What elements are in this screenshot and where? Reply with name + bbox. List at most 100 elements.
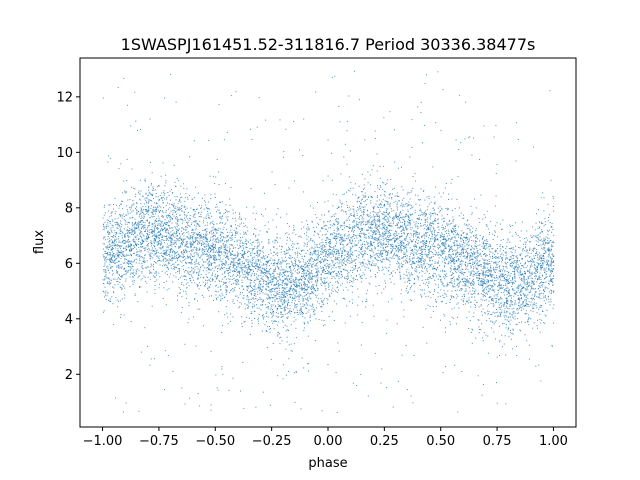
data-point — [244, 274, 246, 276]
data-point — [224, 223, 226, 225]
data-point — [171, 235, 172, 237]
data-point — [523, 282, 525, 284]
data-point — [262, 299, 264, 301]
data-point — [103, 310, 105, 312]
data-point — [237, 266, 239, 268]
data-point — [108, 299, 109, 301]
data-point — [496, 294, 498, 295]
data-point — [462, 232, 464, 234]
data-point — [335, 273, 337, 275]
data-point — [483, 289, 485, 291]
data-point — [180, 255, 182, 257]
data-point — [535, 291, 537, 292]
data-point — [288, 344, 290, 346]
data-point — [282, 303, 284, 305]
data-point — [391, 251, 392, 253]
data-point — [173, 257, 175, 259]
data-point — [250, 279, 252, 281]
data-point — [166, 250, 168, 252]
data-point — [450, 295, 452, 297]
data-point — [214, 241, 216, 243]
data-point — [442, 192, 444, 194]
data-point — [158, 211, 160, 213]
data-point — [512, 279, 514, 281]
data-point — [346, 256, 348, 258]
data-point — [389, 234, 391, 236]
data-point — [512, 289, 514, 291]
data-point — [468, 297, 470, 299]
data-point — [307, 260, 308, 262]
data-point — [318, 247, 320, 249]
data-point — [151, 247, 153, 249]
data-point — [160, 221, 162, 223]
data-point — [286, 232, 288, 234]
data-point — [251, 311, 253, 313]
data-point — [333, 271, 334, 273]
data-point — [424, 253, 426, 255]
data-point — [351, 259, 353, 261]
data-point — [484, 216, 486, 218]
data-point — [259, 267, 261, 269]
data-point — [155, 196, 157, 198]
data-point — [279, 284, 281, 286]
data-point — [274, 320, 276, 322]
data-point — [110, 266, 112, 268]
data-point — [190, 218, 191, 220]
data-point — [236, 233, 238, 235]
data-point — [193, 220, 195, 222]
data-point — [277, 262, 279, 264]
data-point — [107, 230, 109, 232]
data-point — [396, 214, 398, 216]
data-point — [311, 289, 312, 290]
data-point — [126, 273, 127, 275]
data-point — [148, 234, 150, 236]
data-point — [242, 256, 244, 258]
data-point — [308, 295, 310, 297]
data-point — [332, 254, 334, 256]
data-point — [269, 280, 271, 282]
data-point — [171, 258, 173, 260]
data-point — [252, 303, 254, 305]
data-point — [161, 215, 163, 217]
data-point — [330, 251, 332, 253]
data-point — [389, 193, 391, 194]
data-point — [508, 294, 510, 296]
data-point — [429, 223, 431, 225]
data-point — [544, 314, 546, 316]
data-point — [270, 274, 272, 275]
data-point — [273, 328, 275, 330]
data-point — [387, 218, 389, 220]
data-point — [540, 258, 542, 260]
data-point — [448, 254, 450, 256]
data-point — [454, 266, 456, 268]
data-point — [357, 197, 359, 199]
data-point — [300, 294, 301, 296]
data-point — [264, 293, 266, 295]
data-point — [267, 308, 269, 310]
data-point — [526, 249, 528, 251]
data-point — [202, 254, 204, 256]
data-point — [491, 298, 493, 299]
data-point — [195, 186, 196, 188]
data-point — [317, 253, 319, 255]
data-point — [259, 297, 261, 299]
data-point — [503, 304, 505, 306]
data-point — [303, 313, 304, 314]
data-point — [485, 299, 487, 301]
data-point — [251, 287, 253, 288]
data-point — [442, 294, 444, 296]
data-point — [265, 263, 267, 265]
data-point — [389, 264, 391, 266]
data-point — [540, 244, 542, 246]
data-point — [401, 240, 403, 242]
data-point — [510, 273, 512, 275]
data-point — [243, 222, 245, 224]
data-point — [518, 299, 520, 301]
data-point — [229, 249, 231, 251]
data-point — [176, 255, 178, 257]
data-point — [108, 254, 110, 256]
data-point — [483, 266, 485, 268]
data-point — [357, 267, 359, 269]
data-point — [538, 278, 540, 280]
data-point — [176, 238, 178, 239]
